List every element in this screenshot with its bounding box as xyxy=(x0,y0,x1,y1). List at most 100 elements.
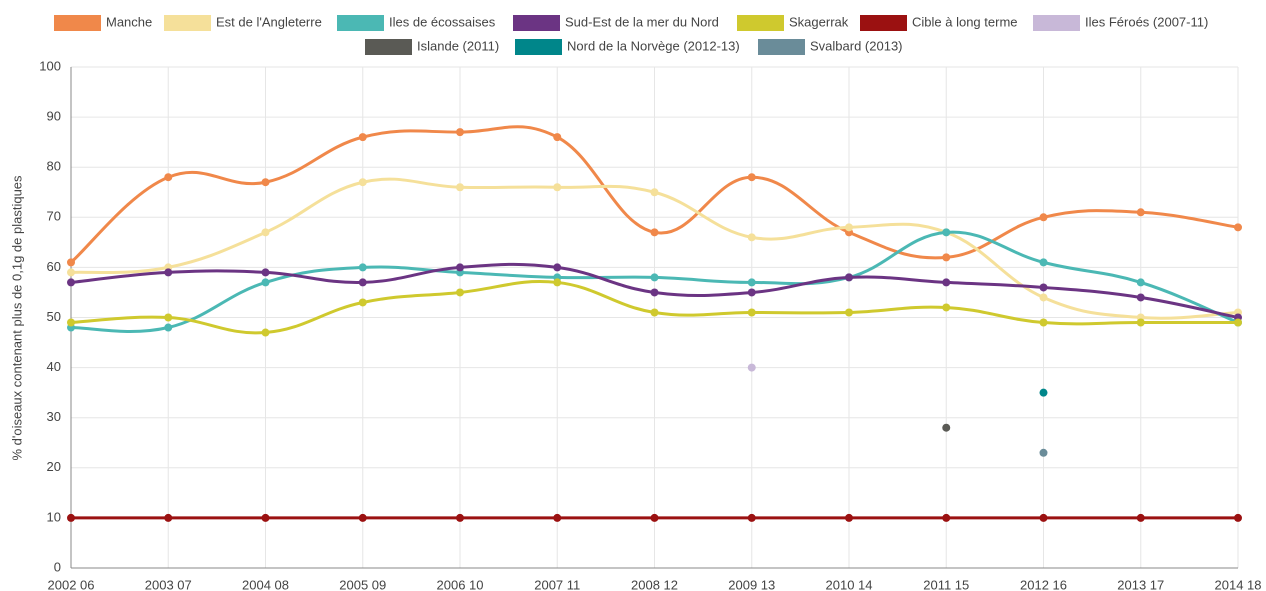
data-point xyxy=(1039,388,1048,397)
data-point xyxy=(553,278,562,287)
data-point xyxy=(358,513,367,522)
data-point xyxy=(1136,513,1145,522)
legend-label: Svalbard (2013) xyxy=(810,38,903,53)
y-axis-label: % d'oiseaux contenant plus de 0,1g de pl… xyxy=(9,175,24,461)
data-point xyxy=(1136,208,1145,217)
x-tick-label: 2007 11 xyxy=(534,577,580,591)
data-point xyxy=(1039,283,1048,292)
legend-label: Skagerrak xyxy=(789,14,849,29)
data-point xyxy=(261,228,270,237)
x-tick-label: 2003 07 xyxy=(145,577,192,591)
y-tick-label: 80 xyxy=(47,159,61,174)
data-point xyxy=(164,323,173,332)
data-point xyxy=(747,278,756,287)
legend-swatch xyxy=(737,15,784,31)
data-point xyxy=(747,308,756,317)
data-point xyxy=(358,263,367,272)
legend-swatch xyxy=(1033,15,1080,31)
data-point xyxy=(67,258,75,267)
x-tick-label: 2008 12 xyxy=(631,577,678,591)
data-point xyxy=(164,173,173,182)
data-point xyxy=(650,513,659,522)
data-point xyxy=(1039,513,1048,522)
data-point xyxy=(1039,213,1048,222)
data-point xyxy=(1136,293,1145,302)
data-point xyxy=(1039,258,1048,267)
data-point xyxy=(67,268,75,277)
legend-swatch xyxy=(365,39,412,55)
data-point xyxy=(747,173,756,182)
data-point xyxy=(553,183,562,192)
data-point xyxy=(358,133,367,142)
data-point xyxy=(942,253,951,262)
x-tick-label: 2004 08 xyxy=(242,577,289,591)
data-point xyxy=(1136,278,1145,287)
y-tick-label: 0 xyxy=(54,559,61,574)
legend-label: Cible à long terme xyxy=(912,14,1018,29)
data-point xyxy=(261,513,270,522)
data-point xyxy=(358,298,367,307)
data-point xyxy=(1234,318,1242,327)
legend-label: Islande (2011) xyxy=(417,38,499,53)
x-tick-label: 2002 06 xyxy=(48,577,95,591)
legend-swatch xyxy=(164,15,211,31)
legend-label: Iles de écossaises xyxy=(389,14,496,29)
data-point xyxy=(553,263,562,272)
data-point xyxy=(650,188,659,197)
y-tick-label: 20 xyxy=(47,459,61,474)
data-point xyxy=(164,268,173,277)
legend-swatch xyxy=(758,39,805,55)
x-tick-label: 2006 10 xyxy=(437,577,484,591)
data-point xyxy=(261,278,270,287)
data-point xyxy=(358,278,367,287)
data-point xyxy=(553,513,562,522)
data-point xyxy=(261,328,270,337)
legend-label: Iles Féroés (2007-11) xyxy=(1085,14,1208,29)
legend-swatch xyxy=(54,15,101,31)
data-point xyxy=(1039,293,1048,302)
data-point xyxy=(1039,318,1048,327)
data-point xyxy=(1234,223,1242,232)
legend-swatch xyxy=(860,15,907,31)
y-tick-label: 30 xyxy=(47,409,61,424)
data-point xyxy=(553,133,562,142)
data-point xyxy=(747,513,756,522)
data-point xyxy=(845,273,853,282)
data-point xyxy=(67,513,75,522)
data-point xyxy=(456,263,464,272)
data-point xyxy=(747,363,756,372)
data-point xyxy=(261,268,270,277)
y-tick-label: 40 xyxy=(47,359,61,374)
data-point xyxy=(261,178,270,187)
data-point xyxy=(650,273,659,282)
data-point xyxy=(845,223,853,232)
data-point xyxy=(164,513,173,522)
x-tick-label: 2005 09 xyxy=(339,577,386,591)
y-tick-label: 90 xyxy=(47,109,61,124)
data-point xyxy=(456,513,464,522)
y-tick-label: 70 xyxy=(47,209,61,224)
legend-swatch xyxy=(513,15,560,31)
data-point xyxy=(1136,318,1145,327)
data-point xyxy=(358,178,367,187)
x-tick-label: 2009 13 xyxy=(728,577,775,591)
data-point xyxy=(67,318,75,327)
data-point xyxy=(650,288,659,297)
data-point xyxy=(164,313,173,322)
data-point xyxy=(942,303,951,312)
legend-swatch xyxy=(337,15,384,31)
y-tick-label: 100 xyxy=(39,58,61,73)
data-point xyxy=(650,308,659,317)
data-point xyxy=(942,423,951,432)
legend-swatch xyxy=(515,39,562,55)
data-point xyxy=(747,233,756,242)
data-point xyxy=(845,308,853,317)
legend-label: Sud-Est de la mer du Nord xyxy=(565,14,719,29)
x-tick-label: 2011 15 xyxy=(923,577,969,591)
data-point xyxy=(1039,448,1048,457)
y-tick-label: 60 xyxy=(47,259,61,274)
x-tick-label: 2014 18 xyxy=(1215,577,1262,591)
data-point xyxy=(650,228,659,237)
legend-label: Manche xyxy=(106,14,152,29)
